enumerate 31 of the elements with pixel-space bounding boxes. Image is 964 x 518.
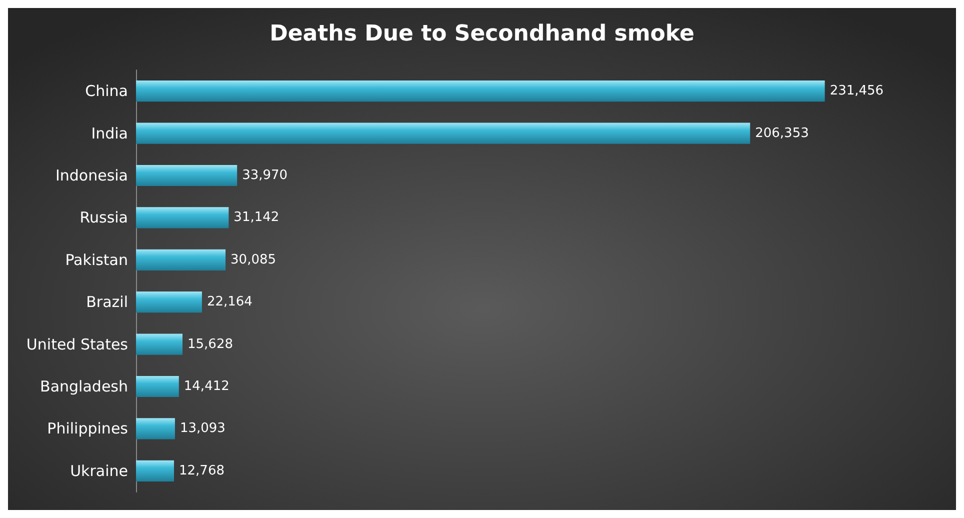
y-tick-label: Ukraine (70, 462, 128, 480)
data-label: 231,456 (830, 84, 884, 99)
data-label: 33,970 (242, 168, 288, 183)
y-tick-label: Indonesia (55, 166, 128, 184)
bar (136, 376, 179, 398)
bar (136, 80, 825, 102)
data-label: 13,093 (180, 421, 226, 436)
bar (136, 460, 174, 482)
y-tick-label: Pakistan (65, 250, 128, 269)
data-label: 22,164 (206, 294, 252, 310)
bar (136, 164, 238, 186)
bar (136, 292, 202, 313)
y-tick-label: Bangladesh (40, 378, 128, 396)
bar (136, 334, 183, 355)
data-label: 31,142 (234, 210, 280, 226)
data-label: 30,085 (230, 252, 276, 268)
bar (136, 207, 229, 228)
data-label: 14,412 (184, 379, 230, 394)
y-tick-label: India (91, 124, 128, 142)
y-tick-label: Brazil (86, 293, 128, 312)
y-tick-label: Philippines (47, 420, 128, 438)
y-tick-label: Russia (80, 208, 128, 227)
bar (136, 249, 226, 270)
y-tick-label: United States (26, 335, 128, 354)
chart-title: Deaths Due to Secondhand smoke (270, 22, 694, 46)
y-tick-label: China (85, 82, 128, 100)
data-label: 15,628 (188, 336, 234, 352)
data-label: 206,353 (755, 126, 809, 141)
bar (136, 418, 175, 440)
data-label: 12,768 (179, 463, 224, 478)
bar (136, 122, 750, 144)
